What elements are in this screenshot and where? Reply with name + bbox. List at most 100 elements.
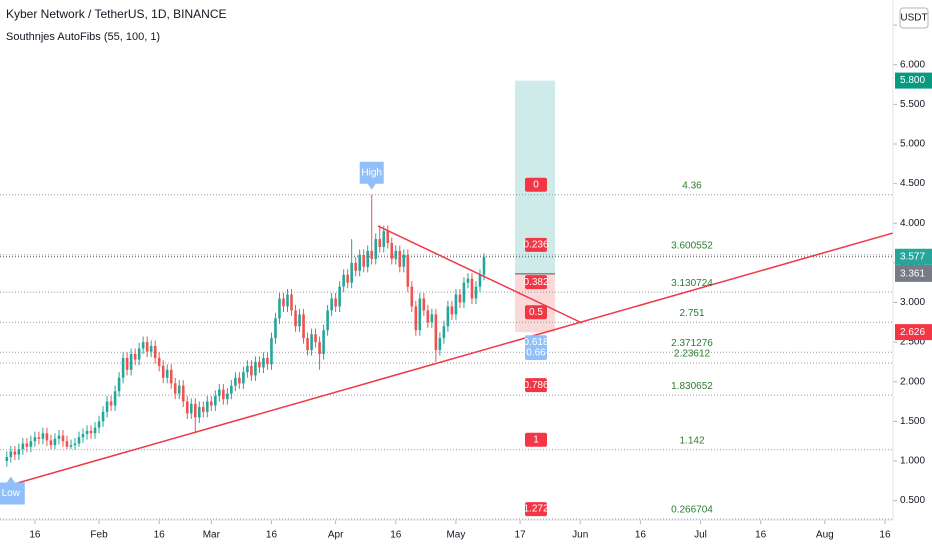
candle-body <box>165 369 169 378</box>
price-marker-label: 3.577 <box>900 251 925 262</box>
candle-body <box>61 435 65 442</box>
candle-body <box>197 407 201 418</box>
candle-body <box>65 441 69 447</box>
candle-body <box>286 294 289 307</box>
candle-body <box>314 334 317 343</box>
candle-body <box>13 451 17 455</box>
candle-body <box>258 361 261 368</box>
price-marker-label: 5.800 <box>900 75 925 86</box>
x-tick-label: May <box>446 530 465 541</box>
fib-ratio-label: 0.382 <box>523 277 548 288</box>
candle-body <box>145 342 149 352</box>
candle-body <box>105 401 109 412</box>
candle-body <box>382 231 386 248</box>
candle-body <box>117 377 121 392</box>
fib-value-label: 2.23612 <box>674 349 711 360</box>
candle-body <box>422 298 426 311</box>
candle-body <box>482 256 486 275</box>
candle-body <box>418 298 422 331</box>
low-label: Low <box>2 488 21 499</box>
candle-body <box>266 357 269 365</box>
trend-line <box>0 232 894 489</box>
candle-body <box>222 389 225 400</box>
fib-ratio-label: 1 <box>533 434 539 445</box>
candle-body <box>390 243 394 259</box>
candle-body <box>338 286 341 307</box>
candle-body <box>282 298 285 307</box>
candle-body <box>93 427 97 434</box>
candle-body <box>318 342 321 354</box>
candle-body <box>350 262 353 283</box>
candle-body <box>234 377 237 386</box>
candle-body <box>73 443 77 446</box>
candle-body <box>274 318 277 339</box>
candle-body <box>478 274 482 287</box>
fib-ratio-label: 0.236 <box>523 240 548 251</box>
candle-body <box>426 310 430 323</box>
candle-body <box>254 361 257 376</box>
fib-ratio-label: 0.618 <box>523 337 548 348</box>
fib-ratio-box <box>525 305 547 320</box>
y-tick-label: 2.000 <box>900 376 925 387</box>
y-tick-label: 2.500 <box>900 337 925 348</box>
candle-body <box>41 433 45 439</box>
x-tick-label: 16 <box>390 530 402 541</box>
candle-body <box>446 306 450 327</box>
candle-body <box>246 365 249 373</box>
candle-body <box>442 326 446 339</box>
candle-body <box>25 443 29 447</box>
candle-body <box>454 294 458 315</box>
candle-body <box>202 407 205 412</box>
low-marker <box>0 476 25 505</box>
fib-value-label: 1.830652 <box>671 381 713 392</box>
candle-body <box>342 274 345 287</box>
candle-body <box>97 421 101 428</box>
candle-body <box>113 391 117 406</box>
candle-body <box>386 231 390 244</box>
candle-body <box>450 306 454 315</box>
fib-value-label: 2.371276 <box>671 338 713 349</box>
candle-body <box>378 239 382 248</box>
indicator-label: Southnjes AutoFibs (55, 100, 1) <box>6 31 160 43</box>
candle-body <box>430 314 434 323</box>
candle-body <box>181 385 185 402</box>
candle-body <box>226 393 229 400</box>
candle-body <box>298 314 301 327</box>
candle-body <box>334 298 337 307</box>
candle-body <box>189 403 193 414</box>
candle-body <box>374 239 378 259</box>
currency-label[interactable]: USDT <box>900 13 927 24</box>
candle-body <box>330 298 333 311</box>
fib-value-label: 4.36 <box>682 180 702 191</box>
x-tick-label: Feb <box>90 530 108 541</box>
candle-body <box>161 365 165 378</box>
fib-ratio-label: 1.272 <box>523 504 548 515</box>
candle-body <box>141 342 145 349</box>
y-tick-label: 6.000 <box>900 59 925 70</box>
x-tick-label: Aug <box>816 530 834 541</box>
x-tick-label: 16 <box>879 530 891 541</box>
candle-body <box>153 346 157 358</box>
chart-title: Kyber Network / TetherUS, 1D, BINANCE <box>6 7 227 21</box>
candle-body <box>322 330 325 354</box>
candle-body <box>398 250 402 267</box>
fib-ratio-box <box>525 502 547 517</box>
candle-body <box>410 286 414 307</box>
candle-body <box>414 306 418 331</box>
candle-body <box>290 294 293 311</box>
candle-body <box>242 372 245 384</box>
candle-body <box>101 411 105 422</box>
x-tick-label: 16 <box>266 530 278 541</box>
candle-body <box>129 353 133 370</box>
candle-body <box>125 357 129 370</box>
price-marker <box>895 248 932 265</box>
x-tick-label: 16 <box>29 530 41 541</box>
fib-ratio-box <box>525 378 547 393</box>
candle-body <box>57 435 61 439</box>
candle-body <box>294 310 297 327</box>
fib-value-label: 2.751 <box>679 308 704 319</box>
candle-body <box>185 401 189 414</box>
candle-body <box>462 282 466 303</box>
currency-box[interactable] <box>899 7 929 29</box>
candle-body <box>434 314 438 351</box>
